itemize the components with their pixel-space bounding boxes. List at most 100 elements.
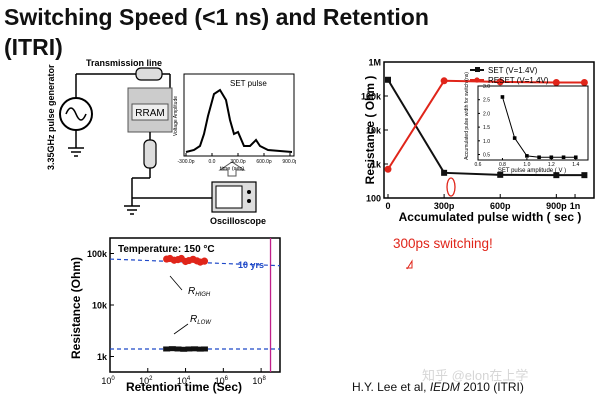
pulse-x-label: time (sec) <box>220 166 244 172</box>
citation: H.Y. Lee et al, IEDM 2010 (ITRI) <box>352 380 524 394</box>
speed-y-label: Resistance ( Ohm ) <box>363 76 377 185</box>
inset-y-label: Accumulated pulse width for switch (ns) <box>464 72 470 160</box>
ret-x-tick-exponent: 6 <box>225 376 229 382</box>
inset-x-tick-label: 1.4 <box>572 162 579 168</box>
set-pulse-inset: SET pulse Voltage Amplitude -300.0p 0.0 30… <box>173 73 296 172</box>
retention-series <box>109 254 281 352</box>
sine-wave-icon <box>65 107 87 121</box>
speed-axes: 100 1k 10k 100k 1M 0 300p 600p 900p 1n <box>361 58 580 212</box>
ret-x-tick-exponent: 0 <box>111 376 115 382</box>
watermark: 知乎 @elon在上学 <box>422 368 529 383</box>
inset-x-tick-label: 0.6 <box>475 162 482 168</box>
reset-point <box>440 77 448 85</box>
speed-x-tick-label: 1n <box>570 201 581 211</box>
pen-mark-icon <box>406 259 413 270</box>
r-low-point <box>191 346 199 352</box>
ret-x-tick-label: 104 <box>177 376 191 386</box>
speed-x-tick-label: 900p <box>546 201 567 211</box>
pulse-tick-label: -300.0p <box>178 159 195 165</box>
ret-x-tick-label: 108 <box>252 376 266 386</box>
pulse-tick-label: 300.0p <box>230 159 246 165</box>
inset-y-tick-label: 1.0 <box>483 139 490 145</box>
r-low-point <box>196 346 204 352</box>
title-line-1: Switching Speed (<1 ns) and Retention <box>4 4 429 30</box>
inset-x-tick-label: 1.2 <box>548 162 555 168</box>
title-line-2: (ITRI) <box>4 34 63 60</box>
ret-x-tick-label: 106 <box>215 376 229 386</box>
inset-y-tick-label: 3.0 <box>483 84 490 90</box>
switching-note: 300ps switching! <box>393 236 493 251</box>
set-point <box>385 76 391 83</box>
measurement-setup-diagram: 3.35GHz pulse generator Transmission lin… <box>46 58 266 226</box>
pulse-y-label: Voltage Amplitude <box>173 96 179 136</box>
inset-y-tick-label: 2.5 <box>483 98 490 104</box>
inset-series <box>500 95 578 160</box>
speed-x-label: Accumulated pulse width ( sec ) <box>399 210 582 224</box>
r-low-point <box>168 346 176 352</box>
citation-authors: H.Y. Lee et al, <box>352 380 430 394</box>
inset-point <box>573 155 578 160</box>
ret-y-tick-label: 1k <box>97 352 108 362</box>
citation-venue: IEDM <box>429 380 460 394</box>
transmission-line-cable <box>135 67 163 81</box>
inset-y-tick-label: 1.5 <box>483 125 490 131</box>
inset-point <box>512 136 517 140</box>
set-point <box>553 172 560 179</box>
ret-x-tick-exponent: 2 <box>149 376 153 382</box>
ret-x-tick-label: 100 <box>101 376 115 386</box>
retention-y-label: Resistance (Ohm) <box>70 257 83 359</box>
r-low-point <box>200 346 208 352</box>
pulse-plot-frame <box>183 73 295 157</box>
ret-x-tick-exponent: 8 <box>262 376 266 382</box>
set-point <box>581 172 588 179</box>
pulse-amplitude-inset: Accumulated pulse width for switch (ns) … <box>464 72 589 174</box>
ret-x-tick-label: 102 <box>139 376 153 386</box>
switching-speed-chart: Resistance ( Ohm ) Accumulated pulse wid… <box>361 58 595 224</box>
reset-point <box>552 78 560 86</box>
speed-x-tick-label: 0 <box>385 201 390 211</box>
transmission-line-label: Transmission line <box>86 58 162 68</box>
speed-y-tick-label: 100 <box>366 194 381 204</box>
set-point <box>497 171 504 178</box>
speed-x-tick-label: 600p <box>490 201 511 211</box>
inset-y-tick-label: 0.5 <box>483 153 490 159</box>
citation-year: 2010 (ITRI) <box>459 380 524 394</box>
rram-label: RRAM <box>135 108 164 119</box>
inset-point <box>549 155 554 160</box>
speed-y-tick-label: 100k <box>361 92 382 102</box>
legend-reset: RESET (V=1.4V) <box>488 76 549 85</box>
pulse-tick-label: 0.0 <box>209 159 216 165</box>
temperature-label: Temperature: 150 °C <box>118 244 215 255</box>
legend-set: SET (V=1.4V) <box>488 66 538 75</box>
probe-cable <box>143 139 157 169</box>
set-point <box>441 169 448 176</box>
retention-axes: 100k 10k 1k 100 102 104 106 108 <box>87 238 272 386</box>
signal-arrow-icon <box>218 161 246 177</box>
r-low-label: RLOW <box>190 314 212 326</box>
r-high-point <box>200 257 209 265</box>
speed-legend: SET (V=1.4V) RESET (V=1.4V) <box>470 66 549 85</box>
slide-title: Switching Speed (<1 ns) and Retention (I… <box>4 2 600 62</box>
r-high-label: RHIGH <box>188 286 211 298</box>
pulse-tick-label: 900.0p <box>282 159 296 165</box>
inset-point <box>500 95 505 99</box>
pulse-chart-label: SET pulse <box>230 79 267 88</box>
inset-x-tick-label: 0.8 <box>499 162 506 168</box>
inset-axes: 0.6 0.8 1.0 1.2 1.4 0.5 1.0 1.5 2.0 2.5 3.0 <box>475 84 580 168</box>
inset-point <box>525 154 529 158</box>
r-low-point <box>174 346 182 352</box>
ret-y-tick-label: 100k <box>87 249 108 259</box>
ret-x-tick-exponent: 4 <box>187 376 191 382</box>
speed-series <box>384 76 588 179</box>
inset-x-label: SET pulse amplitude ( V ) <box>498 168 566 174</box>
reset-point <box>384 165 392 173</box>
speed-y-tick-label: 1M <box>368 58 381 68</box>
r-low-point <box>185 346 193 352</box>
inset-point <box>561 155 566 160</box>
r-low-point <box>180 346 188 352</box>
speed-x-tick-label: 300p <box>434 201 455 211</box>
ret-y-tick-label: 10k <box>92 301 108 311</box>
reset-point <box>580 78 588 86</box>
inset-y-tick-label: 2.0 <box>483 111 490 117</box>
inset-frame <box>477 85 589 161</box>
